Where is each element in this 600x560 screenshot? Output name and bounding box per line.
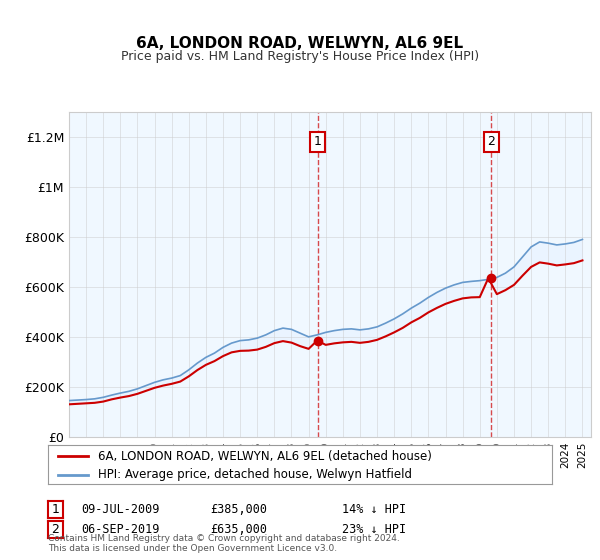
Text: 2: 2 xyxy=(52,522,59,536)
Text: 2: 2 xyxy=(487,136,496,148)
Text: 06-SEP-2019: 06-SEP-2019 xyxy=(81,522,160,536)
Text: 09-JUL-2009: 09-JUL-2009 xyxy=(81,503,160,516)
Text: 6A, LONDON ROAD, WELWYN, AL6 9EL (detached house): 6A, LONDON ROAD, WELWYN, AL6 9EL (detach… xyxy=(98,450,432,463)
Text: HPI: Average price, detached house, Welwyn Hatfield: HPI: Average price, detached house, Welw… xyxy=(98,468,412,481)
Text: Price paid vs. HM Land Registry's House Price Index (HPI): Price paid vs. HM Land Registry's House … xyxy=(121,50,479,63)
Text: 1: 1 xyxy=(314,136,322,148)
Text: 1: 1 xyxy=(52,503,59,516)
Text: 23% ↓ HPI: 23% ↓ HPI xyxy=(342,522,406,536)
Text: 14% ↓ HPI: 14% ↓ HPI xyxy=(342,503,406,516)
Text: Contains HM Land Registry data © Crown copyright and database right 2024.
This d: Contains HM Land Registry data © Crown c… xyxy=(48,534,400,553)
Text: £385,000: £385,000 xyxy=(210,503,267,516)
Text: 6A, LONDON ROAD, WELWYN, AL6 9EL: 6A, LONDON ROAD, WELWYN, AL6 9EL xyxy=(136,36,464,52)
Text: £635,000: £635,000 xyxy=(210,522,267,536)
